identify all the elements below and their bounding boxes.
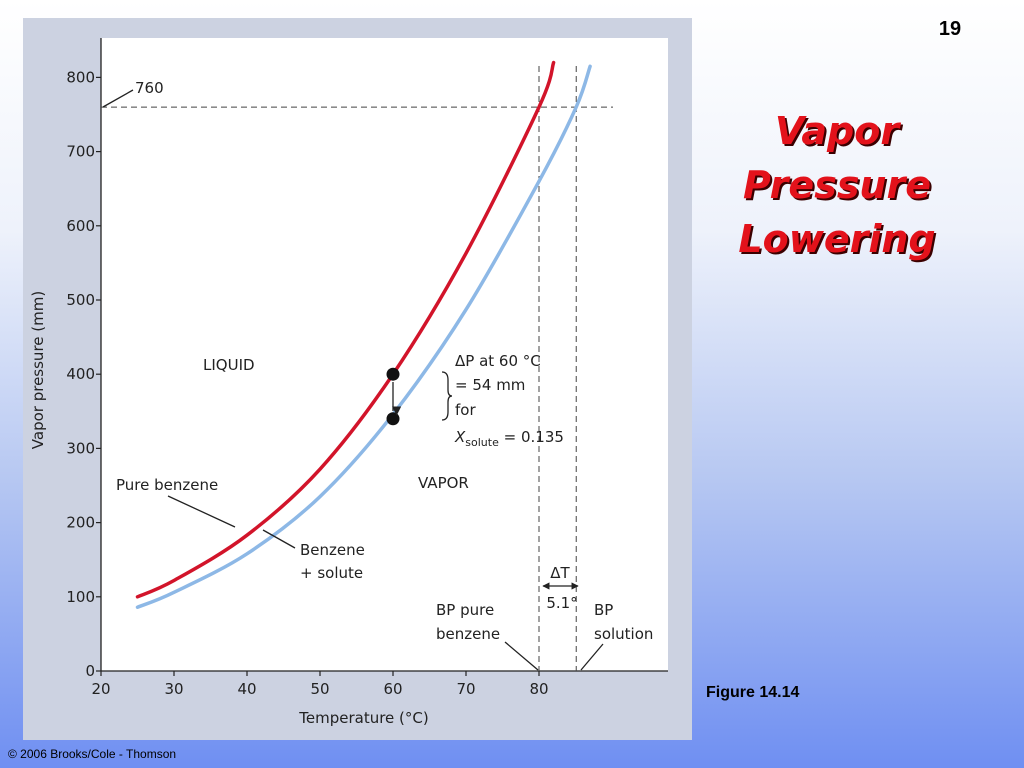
x-tick-label: 30 bbox=[164, 680, 183, 698]
region-label-liquid: LIQUID bbox=[203, 356, 255, 374]
bp-pure-line2: benzene bbox=[436, 625, 500, 643]
y-tick-label: 0 bbox=[85, 662, 95, 680]
slide-title-line: Pressure bbox=[743, 163, 931, 207]
y-tick-label: 400 bbox=[66, 365, 95, 383]
delta-p-brace bbox=[441, 371, 453, 421]
y-tick-label: 100 bbox=[66, 588, 95, 606]
bp-pure-line1: BP pure bbox=[436, 601, 494, 619]
delta-t-line1: ΔT bbox=[550, 564, 570, 582]
bp-solution-line2: solution bbox=[594, 625, 653, 643]
slide-number: 19 bbox=[938, 18, 962, 40]
slide-title: Vapor Pressure Lowering bbox=[712, 104, 962, 266]
pure-benzene-label: Pure benzene bbox=[116, 476, 218, 494]
copyright-notice: © 2006 Brooks/Cole - Thomson bbox=[8, 747, 177, 761]
x-tick-label: 40 bbox=[237, 680, 256, 698]
delta-p-line4: Xsolute = 0.135 bbox=[454, 428, 564, 449]
y-tick-label: 700 bbox=[66, 143, 95, 161]
slide-title-line: Vapor bbox=[774, 109, 900, 153]
bp-solution-line1: BP bbox=[594, 601, 613, 619]
slide-title-line: Lowering bbox=[738, 217, 936, 261]
y-tick-label: 800 bbox=[66, 68, 95, 86]
delta-p-line1: ΔP at 60 °C bbox=[455, 352, 541, 370]
solution-label-line2: + solute bbox=[300, 564, 363, 582]
delta-t-line2: 5.1° bbox=[546, 594, 577, 612]
series-line-benzene-solute bbox=[135, 64, 592, 609]
solution-leader bbox=[262, 529, 296, 549]
reference-lines bbox=[101, 66, 613, 671]
delta-p-line2: = 54 mm bbox=[455, 376, 525, 394]
y-tick-label: 300 bbox=[66, 439, 95, 457]
y-tick-label: 500 bbox=[66, 291, 95, 309]
ref-760-label: 760 bbox=[135, 79, 164, 97]
y-tick-label: 200 bbox=[66, 514, 95, 532]
series-line-pure-benzene bbox=[135, 60, 556, 599]
series-layer bbox=[135, 60, 592, 609]
plot-background bbox=[101, 38, 668, 671]
data-point-marker bbox=[386, 367, 400, 381]
data-point-marker bbox=[386, 412, 400, 426]
x-tick-label: 20 bbox=[91, 680, 110, 698]
solution-label-line1: Benzene bbox=[300, 541, 365, 559]
delta-p-x-subscript: solute bbox=[465, 436, 499, 449]
x-tick-label: 60 bbox=[383, 680, 402, 698]
delta-p-x-symbol: X bbox=[454, 428, 466, 446]
region-label-vapor: VAPOR bbox=[418, 474, 469, 492]
ref-760-leader bbox=[102, 89, 134, 108]
vapor-pressure-chart: 20 30 40 50 60 70 800100200300400500600700800 … bbox=[29, 38, 668, 727]
x-tick-label: 80 bbox=[529, 680, 548, 698]
delta-p-line3: for bbox=[455, 401, 476, 419]
pure-benzene-leader bbox=[167, 495, 236, 528]
x-tick-label: 70 bbox=[456, 680, 475, 698]
bp-solution-leader bbox=[580, 643, 604, 671]
y-tick-label: 600 bbox=[66, 217, 95, 235]
delta-p-x-value: = 0.135 bbox=[499, 428, 564, 446]
figure-panel: 20 30 40 50 60 70 80 0 100 200 300 400 500 600 700 800 … bbox=[23, 18, 692, 740]
bp-pure-leader bbox=[504, 641, 539, 671]
x-axis-title: Temperature (°C) bbox=[298, 709, 428, 727]
x-tick-label: 50 bbox=[310, 680, 329, 698]
figure-caption: Figure 14.14 bbox=[706, 684, 800, 701]
y-axis-title: Vapor pressure (mm) bbox=[29, 291, 47, 449]
